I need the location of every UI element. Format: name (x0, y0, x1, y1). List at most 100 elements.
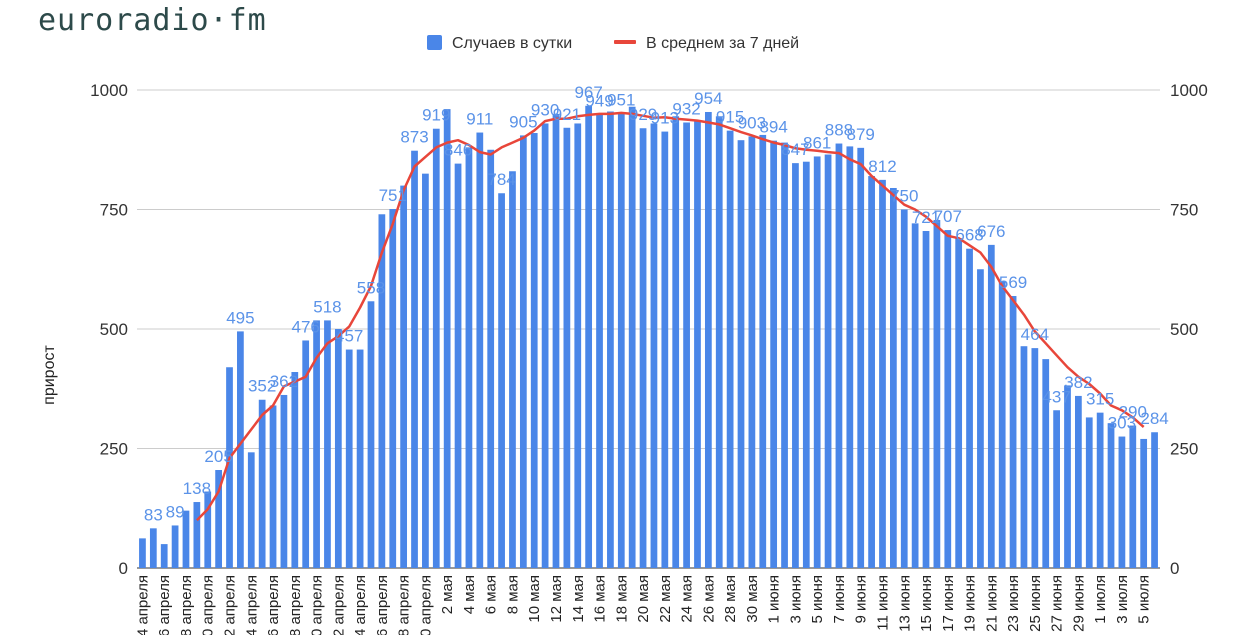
data-label: 929 (629, 105, 657, 124)
bar (933, 220, 941, 569)
bar (911, 223, 919, 568)
x-tick-label: 24 апреля (352, 575, 369, 635)
x-tick-label: 29 июня (1070, 575, 1087, 632)
x-tick-label: 6 мая (483, 575, 500, 614)
data-label: 284 (1140, 409, 1168, 428)
euroradio-logo: euroradio·fm (38, 3, 267, 38)
data-label: 903 (738, 113, 766, 132)
x-tick-label: 23 июня (1005, 575, 1022, 632)
bar (1042, 359, 1050, 568)
y-tick-label-right: 500 (1170, 320, 1198, 339)
data-label: 437 (1042, 387, 1070, 406)
data-label: 873 (400, 128, 428, 147)
y-axis-left-ticks: 0 250 500 750 1000 (90, 81, 128, 578)
x-tick-label: 5 июня (809, 575, 826, 624)
bar (944, 230, 952, 568)
data-label: 847 (781, 140, 809, 159)
data-label: 315 (1086, 390, 1114, 409)
bar (171, 525, 179, 568)
x-tick-label: 7 июня (831, 575, 848, 624)
y-tick-label-right: 750 (1170, 201, 1198, 220)
x-axis-ticks: 4 апреля 6 апреля 8 апреля 10 апреля 12 апре… (134, 575, 1152, 635)
bar (704, 111, 712, 568)
bar (987, 244, 995, 568)
legend-label-bars: Случаев в сутки (452, 35, 572, 52)
bar (617, 113, 625, 568)
bar (639, 128, 647, 569)
data-label: 932 (672, 100, 700, 119)
bar (541, 123, 549, 569)
data-label: 784 (487, 170, 515, 189)
bar (1107, 423, 1115, 568)
x-tick-label: 5 июля (1136, 575, 1153, 624)
bar (813, 156, 821, 568)
data-label: 750 (890, 187, 918, 206)
x-tick-label: 4 апреля (134, 575, 151, 635)
bar (334, 329, 342, 568)
bar (998, 281, 1006, 568)
bar (1140, 438, 1148, 568)
bar (977, 269, 984, 568)
x-tick-label: 21 июня (983, 575, 1000, 632)
bar (835, 143, 843, 568)
x-tick-label: 10 апреля (200, 575, 217, 635)
legend-swatch-bars (427, 35, 442, 50)
x-tick-label: 11 июня (875, 575, 892, 631)
bar (400, 185, 408, 568)
data-label: 464 (1021, 325, 1049, 344)
bar (1129, 425, 1137, 568)
bar (367, 301, 375, 568)
bar (1020, 346, 1028, 568)
data-label: 569 (999, 273, 1027, 292)
x-tick-label: 19 июня (962, 575, 979, 632)
bar (149, 528, 157, 568)
bar (694, 121, 701, 568)
bar (454, 163, 462, 568)
bar (411, 150, 418, 568)
data-label: 83 (144, 505, 163, 524)
gridlines (137, 89, 1160, 569)
bar (868, 176, 875, 569)
data-label: 382 (1064, 373, 1092, 392)
data-label: 707 (934, 207, 962, 226)
bar (258, 399, 266, 568)
x-tick-label: 6 апреля (156, 575, 173, 635)
bar (498, 193, 505, 569)
bar (280, 394, 288, 568)
bar (432, 128, 440, 568)
bar (759, 134, 767, 568)
x-tick-label: 26 апреля (374, 575, 391, 635)
bar (824, 154, 832, 568)
bar (748, 136, 756, 568)
y-tick-label-left: 250 (100, 440, 128, 459)
bar (1075, 395, 1082, 568)
data-label: 352 (248, 377, 276, 396)
bar (552, 113, 560, 569)
data-label: 861 (803, 133, 831, 152)
bar (1096, 412, 1104, 568)
bar (607, 111, 614, 568)
bar (356, 349, 364, 568)
bar (378, 214, 386, 568)
data-label: 303 (1108, 414, 1136, 433)
y-tick-label-left: 500 (100, 320, 128, 339)
bar (291, 372, 299, 568)
bar (204, 491, 212, 568)
x-tick-label: 15 июня (918, 575, 935, 632)
data-label: 362 (270, 372, 298, 391)
bar (476, 132, 484, 569)
y-tick-label-left: 1000 (90, 81, 128, 100)
data-label: 668 (955, 226, 983, 245)
y-tick-label-left: 750 (100, 201, 128, 220)
x-tick-label: 1 июля (1092, 575, 1109, 624)
bar (182, 510, 190, 568)
bar (389, 209, 397, 568)
x-tick-label: 12 мая (548, 575, 565, 623)
data-label: 949 (585, 91, 613, 110)
data-label: 930 (531, 100, 559, 119)
x-tick-label: 22 мая (657, 575, 674, 623)
data-label: 138 (183, 479, 211, 498)
x-tick-label: 8 мая (505, 575, 522, 614)
x-tick-label: 4 мая (461, 575, 478, 614)
data-label: 894 (759, 118, 787, 137)
